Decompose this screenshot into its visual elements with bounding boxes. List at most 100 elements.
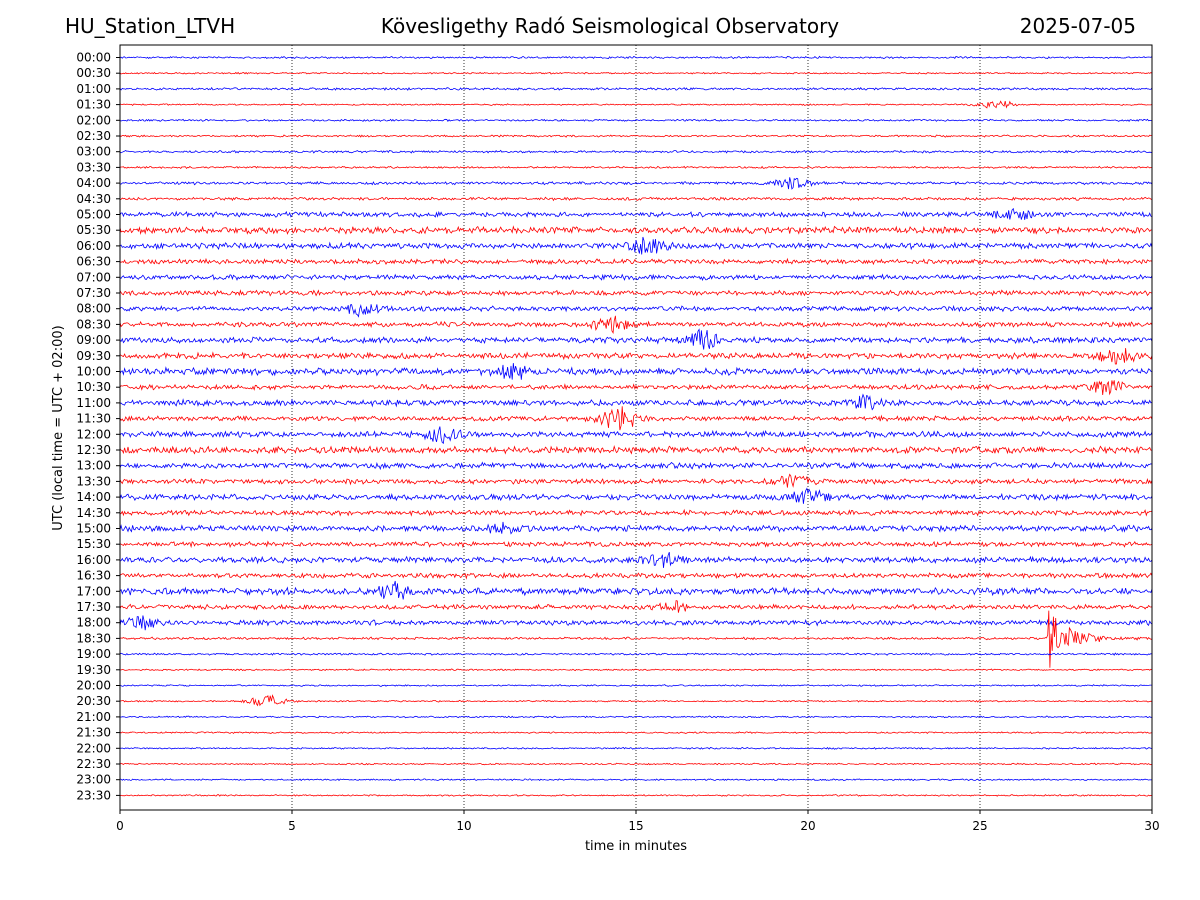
row-time-label: 08:00 <box>76 302 111 316</box>
row-time-label: 17:00 <box>76 584 111 598</box>
date-label: 2025-07-05 <box>1019 14 1136 38</box>
x-tick-label: 25 <box>972 819 987 833</box>
row-time-label: 02:30 <box>76 129 111 143</box>
x-tick-label: 30 <box>1144 819 1159 833</box>
row-time-label: 16:30 <box>76 569 111 583</box>
row-time-label: 04:30 <box>76 192 111 206</box>
row-time-label: 09:30 <box>76 349 111 363</box>
trace-1200 <box>119 426 1153 445</box>
trace-2130 <box>119 731 1153 734</box>
row-time-label: 00:30 <box>76 66 111 80</box>
trace-1800 <box>119 615 1153 631</box>
x-tick-label: 5 <box>288 819 296 833</box>
trace-0900 <box>119 328 1153 350</box>
row-time-label: 19:00 <box>76 647 111 661</box>
row-time-label: 16:00 <box>76 553 111 567</box>
row-time-label: 08:30 <box>76 317 111 331</box>
row-time-label: 07:00 <box>76 270 111 284</box>
row-time-label: 00:00 <box>76 51 111 65</box>
trace-1600 <box>119 552 1153 568</box>
row-time-label: 09:00 <box>76 333 111 347</box>
row-time-label: 10:30 <box>76 380 111 394</box>
trace-1730 <box>119 600 1153 613</box>
x-tick-label: 10 <box>456 819 471 833</box>
row-time-label: 19:30 <box>76 663 111 677</box>
trace-0300 <box>119 149 1153 154</box>
trace-2030 <box>119 694 1153 707</box>
trace-layer <box>119 55 1153 797</box>
trace-1900 <box>119 652 1153 656</box>
trace-0600 <box>119 236 1153 255</box>
trace-0800 <box>119 303 1153 318</box>
row-time-label: 20:30 <box>76 694 111 708</box>
x-axis-ticks: 0 5 10 15 20 25 30 <box>116 810 1160 833</box>
trace-0200 <box>119 118 1153 122</box>
trace-0000 <box>119 55 1153 60</box>
trace-0500 <box>119 207 1153 220</box>
row-time-label: 23:30 <box>76 788 111 802</box>
row-time-label: 18:00 <box>76 616 111 630</box>
row-time-label: 21:00 <box>76 710 111 724</box>
x-axis-label: time in minutes <box>585 839 687 854</box>
trace-2300 <box>119 778 1153 782</box>
row-time-label: 02:00 <box>76 113 111 127</box>
trace-1930 <box>119 668 1153 672</box>
trace-2200 <box>119 746 1153 750</box>
trace-0400 <box>119 177 1153 190</box>
trace-2230 <box>119 762 1153 766</box>
trace-1700 <box>119 580 1153 600</box>
trace-0030 <box>119 71 1153 75</box>
trace-0700 <box>119 273 1153 282</box>
row-time-label: 22:00 <box>76 741 111 755</box>
row-time-label: 04:00 <box>76 176 111 190</box>
row-time-label: 23:00 <box>76 773 111 787</box>
row-time-label: 15:30 <box>76 537 111 551</box>
row-time-label: 14:00 <box>76 490 111 504</box>
row-time-label: 11:30 <box>76 412 111 426</box>
trace-1100 <box>119 393 1153 411</box>
station-label: HU_Station_LTVH <box>65 14 236 38</box>
row-time-label: 05:00 <box>76 208 111 222</box>
row-time-label: 01:30 <box>76 98 111 112</box>
y-axis-label: UTC (local time = UTC + 02:00) <box>51 325 66 530</box>
x-tick-label: 0 <box>116 819 124 833</box>
trace-0330 <box>119 165 1153 170</box>
trace-1530 <box>119 540 1153 549</box>
trace-0430 <box>119 196 1153 202</box>
trace-1830 <box>119 610 1153 668</box>
trace-0930 <box>119 348 1153 365</box>
row-time-label: 13:30 <box>76 474 111 488</box>
row-time-label: 05:30 <box>76 223 111 237</box>
trace-0100 <box>119 86 1153 91</box>
trace-0230 <box>119 134 1152 138</box>
x-tick-label: 15 <box>628 819 643 833</box>
chart-title: Kövesligethy Radó Seismological Observat… <box>380 14 840 38</box>
row-time-label: 21:30 <box>76 726 111 740</box>
row-time-label: 06:00 <box>76 239 111 253</box>
row-time-label: 06:30 <box>76 255 111 269</box>
trace-1030 <box>119 380 1153 396</box>
trace-1000 <box>119 363 1153 380</box>
row-time-label: 15:00 <box>76 522 111 536</box>
row-time-label: 03:00 <box>76 145 111 159</box>
trace-2000 <box>119 684 1152 687</box>
row-time-label: 07:30 <box>76 286 111 300</box>
trace-1500 <box>119 521 1153 535</box>
trace-0130 <box>119 100 1153 109</box>
trace-0530 <box>119 225 1153 235</box>
trace-1230 <box>119 445 1153 455</box>
grid-lines <box>291 45 981 810</box>
trace-2100 <box>119 715 1153 719</box>
trace-1330 <box>119 473 1153 488</box>
row-time-label: 12:30 <box>76 443 111 457</box>
trace-1630 <box>119 571 1153 580</box>
trace-1400 <box>119 487 1153 504</box>
trace-0830 <box>119 315 1153 335</box>
row-time-label: 03:30 <box>76 160 111 174</box>
row-time-label: 17:30 <box>76 600 111 614</box>
row-time-label: 20:00 <box>76 679 111 693</box>
trace-0730 <box>119 289 1153 297</box>
row-time-label: 13:00 <box>76 459 111 473</box>
